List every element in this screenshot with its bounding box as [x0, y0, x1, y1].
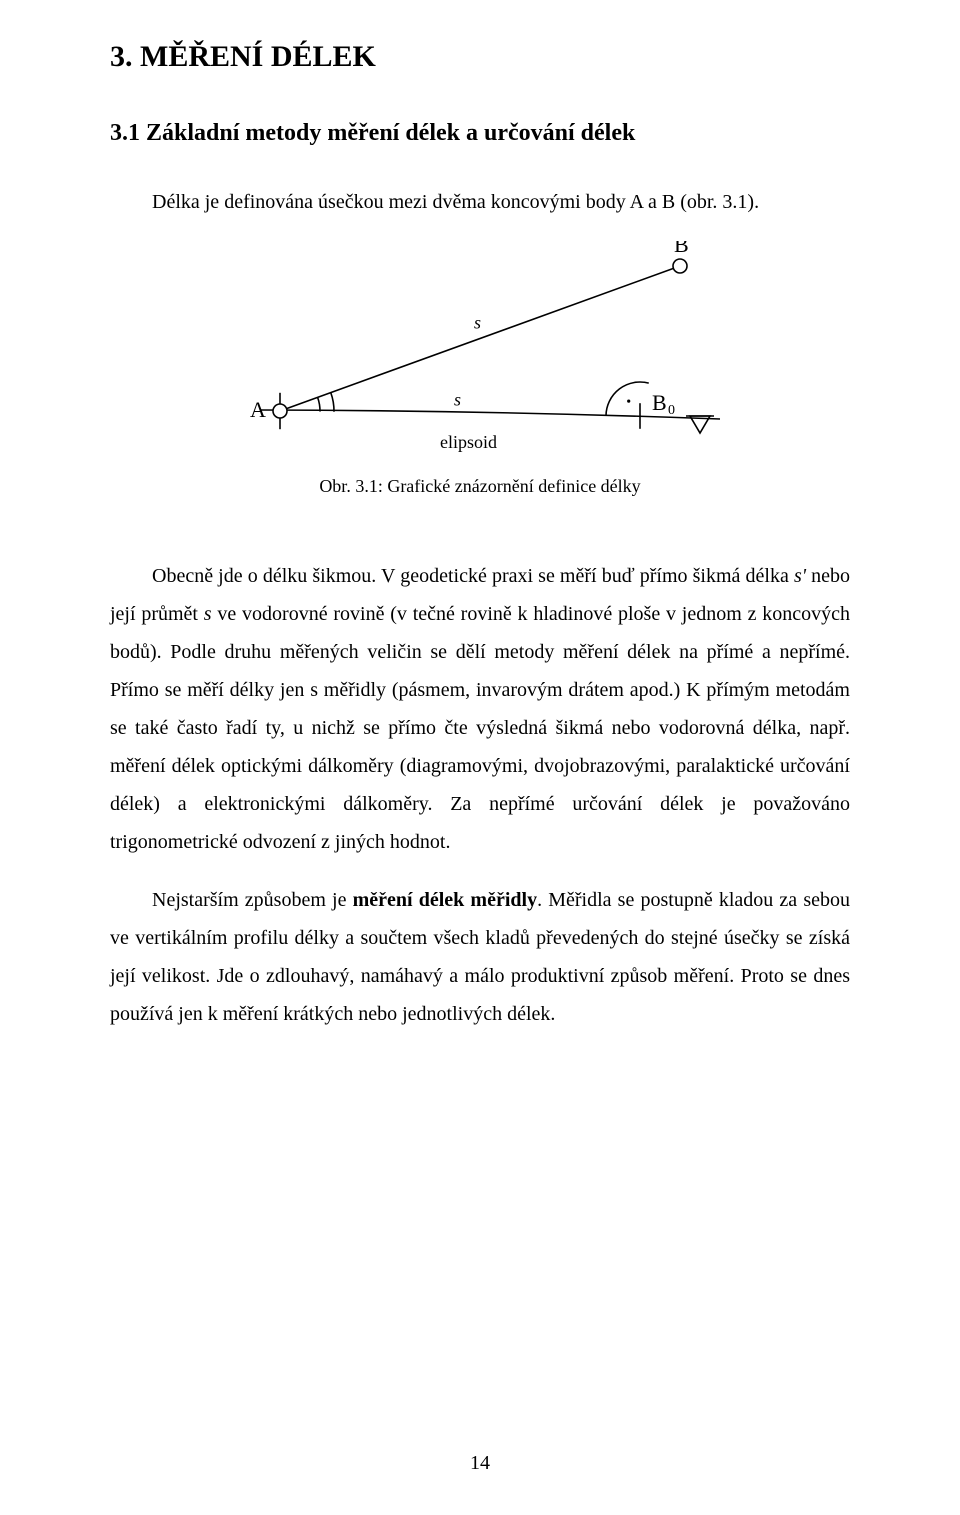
p1-text-c: ve vodorovné rovině (v tečné rovině k hl…: [110, 603, 850, 853]
p2-text-a: Nejstarším způsobem je: [152, 889, 353, 911]
svg-text:A: A: [250, 397, 266, 422]
paragraph-2: Nejstarším způsobem je měření délek měři…: [110, 881, 850, 1033]
figure-diagram: ABB0sselipsoid: [220, 241, 740, 466]
page-number: 14: [110, 1452, 850, 1475]
svg-text:B: B: [674, 241, 689, 257]
svg-text:0: 0: [668, 403, 675, 418]
paragraph-1: Obecně jde o délku šikmou. V geodetické …: [110, 557, 850, 861]
section-heading: 3.1 Základní metody měření délek a určov…: [110, 120, 850, 147]
p2-bold: měření délek měřidly: [353, 889, 537, 911]
svg-text:B: B: [652, 390, 667, 415]
svg-text:s: s: [474, 313, 481, 333]
intro-text: Délka je definována úsečkou mezi dvěma k…: [110, 183, 850, 221]
page-title: 3. MĚŘENÍ DÉLEK: [110, 40, 850, 74]
svg-text:s: s: [454, 390, 461, 410]
p1-text-a: Obecně jde o délku šikmou. V geodetické …: [152, 565, 794, 587]
svg-text:elipsoid: elipsoid: [440, 432, 497, 452]
symbol-s-prime: s': [794, 565, 806, 587]
figure-container: ABB0sselipsoid: [110, 241, 850, 466]
symbol-s: s: [204, 603, 212, 625]
figure-caption: Obr. 3.1: Grafické znázornění definice d…: [110, 476, 850, 497]
